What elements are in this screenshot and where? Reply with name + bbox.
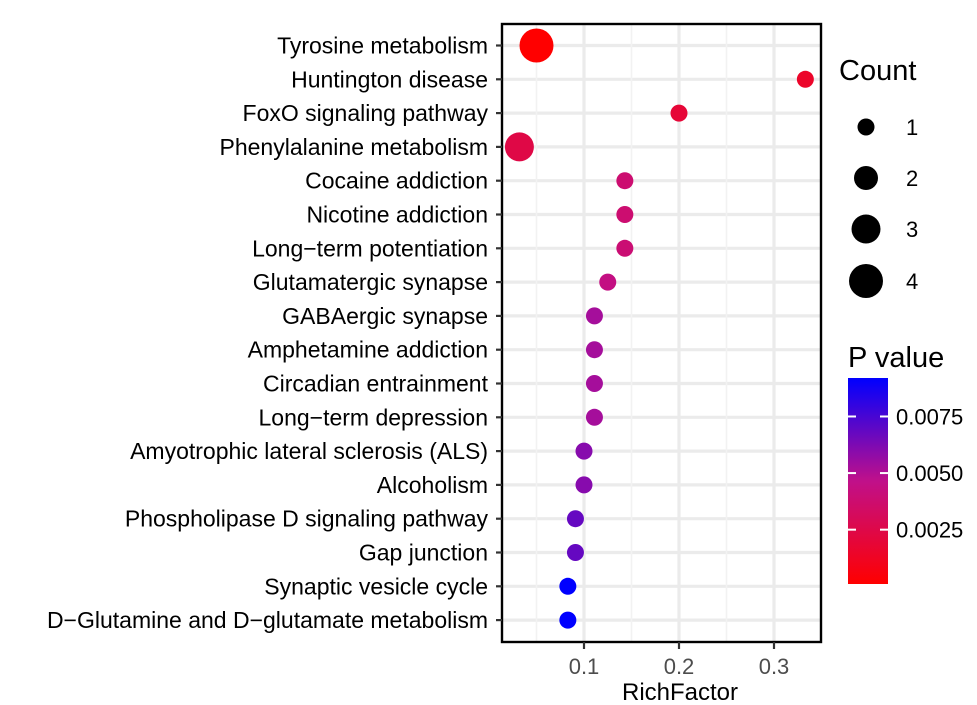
y-tick-label: Synaptic vesicle cycle — [264, 573, 488, 599]
size-legend-dot — [854, 166, 878, 190]
y-tick-label: Glutamatergic synapse — [253, 269, 488, 295]
x-tick-label: 0.3 — [759, 654, 790, 679]
y-tick-label: FoxO signaling pathway — [243, 100, 489, 126]
y-tick-label: Nicotine addiction — [306, 202, 488, 228]
size-legend-label: 1 — [906, 115, 918, 140]
plot-border — [500, 22, 823, 644]
data-point — [670, 104, 688, 122]
data-point — [599, 273, 617, 291]
data-point — [585, 307, 603, 325]
data-point — [616, 206, 634, 223]
y-tick-label: Alcoholism — [377, 472, 488, 498]
data-point — [559, 611, 577, 629]
x-axis: 0.1 0.2 0.3 — [569, 642, 790, 679]
data-point — [616, 239, 634, 257]
size-legend: 1 2 3 4 — [849, 115, 918, 298]
y-tick-label: Phenylalanine metabolism — [220, 134, 489, 160]
data-point — [575, 476, 593, 494]
y-tick-label: Tyrosine metabolism — [277, 33, 488, 59]
data-point — [585, 408, 603, 426]
color-legend-ticks: 0.0025 0.0050 0.0075 — [848, 404, 963, 543]
grid-lines — [502, 24, 821, 642]
size-legend-label: 3 — [906, 217, 918, 242]
size-legend-label: 2 — [906, 166, 918, 191]
data-point — [519, 28, 554, 63]
color-legend-title: P value — [848, 342, 944, 374]
data-points — [504, 28, 814, 629]
data-point — [796, 70, 814, 88]
y-tick-label: GABAergic synapse — [282, 303, 488, 329]
y-tick-label: Gap junction — [359, 540, 488, 566]
x-tick-label: 0.1 — [569, 654, 600, 679]
data-point — [585, 375, 603, 392]
y-tick-label: Long−term depression — [258, 404, 488, 430]
data-point — [575, 442, 593, 460]
y-tick-label: Circadian entrainment — [263, 371, 489, 397]
y-tick-label: Amphetamine addiction — [248, 337, 488, 363]
size-legend-dot — [857, 118, 875, 136]
x-axis-label: RichFactor — [622, 679, 738, 700]
size-legend-label: 4 — [906, 269, 918, 294]
plot-panel — [502, 24, 821, 642]
size-legend-title: Count — [839, 55, 916, 87]
data-point — [585, 341, 603, 359]
color-legend-label: 0.0025 — [896, 518, 963, 543]
size-legend-dot — [849, 264, 883, 298]
color-legend-label: 0.0075 — [896, 404, 963, 429]
data-point — [566, 544, 584, 561]
x-tick-label: 0.2 — [664, 654, 695, 679]
data-point — [566, 510, 584, 528]
data-point — [559, 577, 577, 595]
y-tick-label: Huntington disease — [291, 66, 488, 92]
size-legend-dot — [851, 214, 881, 244]
y-tick-label: Phospholipase D signaling pathway — [125, 506, 489, 532]
y-tick-label: Amyotrophic lateral sclerosis (ALS) — [130, 438, 488, 464]
data-point — [504, 132, 534, 162]
data-point — [616, 172, 634, 190]
y-axis: Tyrosine metabolism Huntington disease Fox… — [47, 33, 502, 633]
color-legend-bar — [848, 378, 888, 584]
y-tick-label: Long−term potentiation — [252, 235, 488, 261]
y-tick-label: D−Glutamine and D−glutamate metabolism — [47, 607, 488, 633]
color-legend-label: 0.0050 — [896, 461, 963, 486]
y-tick-label: Cocaine addiction — [305, 168, 488, 194]
